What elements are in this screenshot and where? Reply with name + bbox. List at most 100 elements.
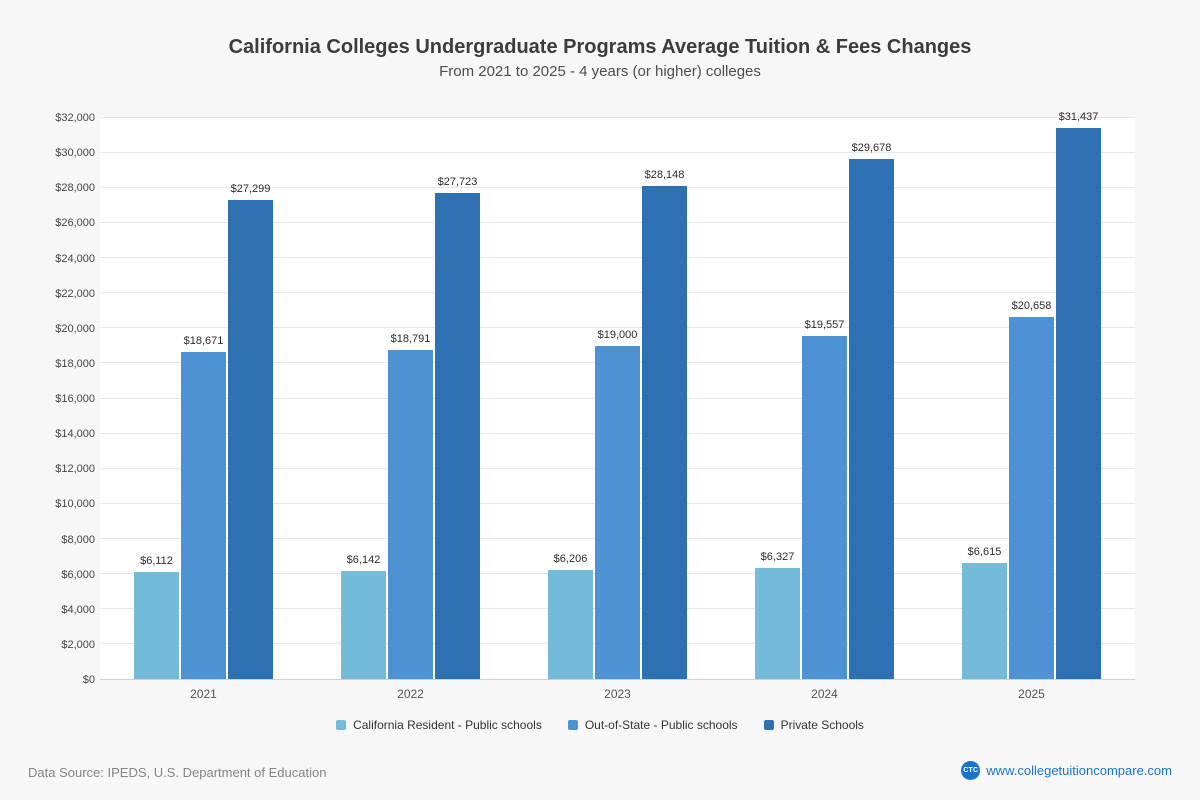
- bar-out-of-state-public-2022[interactable]: [388, 349, 433, 679]
- bar-slot: $28,148: [642, 118, 687, 679]
- bar-out-of-state-public-2021[interactable]: [181, 351, 226, 679]
- bar-value-label: $27,723: [437, 175, 478, 188]
- bar-value-label: $6,327: [760, 551, 795, 564]
- legend: California Resident - Public schools Out-…: [0, 718, 1200, 732]
- bar-slot: $29,678: [849, 118, 894, 679]
- bar-value-label: $18,791: [390, 332, 431, 345]
- bar-value-label: $6,615: [967, 546, 1002, 559]
- bar-value-label: $6,112: [140, 554, 173, 567]
- bar-private-schools-2025[interactable]: [1056, 127, 1101, 679]
- bar-ca-resident-public-2024[interactable]: [755, 568, 800, 679]
- bar-slot: $19,000: [595, 118, 640, 679]
- bar-slot: $18,791: [388, 118, 433, 679]
- y-tick-label: $22,000: [55, 287, 95, 300]
- bar-slot: $6,142: [341, 118, 386, 679]
- bar-value-label: $18,671: [183, 334, 224, 347]
- legend-swatch: [336, 720, 347, 730]
- website-link[interactable]: www.collegetuitioncompare.com: [986, 763, 1172, 778]
- bar-slot: $31,437: [1056, 111, 1101, 679]
- x-tick-label: 2021: [190, 687, 217, 701]
- bar-out-of-state-public-2024[interactable]: [802, 336, 847, 679]
- y-tick-label: $6,000: [61, 568, 95, 581]
- bar-value-label: $27,299: [230, 183, 271, 196]
- bar-slot: $6,327: [755, 118, 800, 679]
- legend-item-private-schools[interactable]: Private Schools: [763, 718, 864, 732]
- bar-value-label: $19,000: [597, 328, 638, 341]
- y-tick-label: $12,000: [55, 463, 95, 476]
- bar-ca-resident-public-2025[interactable]: [962, 563, 1007, 679]
- y-tick-label: $0: [82, 674, 95, 686]
- x-axis: 2021 2022 2023 2024 2025: [100, 687, 1135, 701]
- bar-value-label: $29,678: [851, 141, 892, 154]
- bar-ca-resident-public-2021[interactable]: [134, 571, 179, 679]
- bar-value-label: $28,148: [644, 168, 685, 181]
- y-tick-label: $32,000: [55, 112, 95, 124]
- y-tick-label: $8,000: [61, 533, 95, 546]
- gridline: [100, 117, 1135, 118]
- legend-label: Out-of-State - Public schools: [584, 718, 738, 732]
- bar-slot: $6,206: [548, 118, 593, 679]
- bar-group-2023: $6,206 $19,000 $28,148: [514, 118, 721, 679]
- legend-item-ca-resident-public[interactable]: California Resident - Public schools: [336, 718, 542, 732]
- bar-slot: $18,671: [181, 118, 226, 679]
- y-tick-label: $26,000: [55, 217, 95, 230]
- gridline: [100, 152, 1135, 154]
- bar-value-label: $19,557: [804, 319, 845, 332]
- bar-private-schools-2023[interactable]: [642, 185, 687, 679]
- legend-label: California Resident - Public schools: [353, 718, 542, 732]
- gridline: [100, 257, 1135, 259]
- bar-group-2024: $6,327 $19,557 $29,678: [721, 118, 928, 679]
- bar-value-label: $6,142: [346, 554, 381, 567]
- x-tick-label: 2024: [811, 687, 838, 701]
- ctc-logo-icon: CTC: [961, 761, 981, 780]
- x-tick-label: 2022: [397, 687, 424, 701]
- bar-value-label: $6,206: [553, 553, 588, 566]
- legend-item-out-of-state-public[interactable]: Out-of-State - Public schools: [567, 718, 738, 732]
- y-tick-label: $20,000: [55, 322, 95, 335]
- y-tick-label: $30,000: [55, 147, 95, 160]
- bar-ca-resident-public-2023[interactable]: [548, 570, 593, 679]
- legend-swatch: [763, 720, 774, 730]
- gridline: [100, 327, 1135, 329]
- bar-private-schools-2021[interactable]: [228, 200, 273, 679]
- y-tick-label: $18,000: [55, 357, 95, 370]
- bar-out-of-state-public-2023[interactable]: [595, 345, 640, 679]
- y-tick-label: $24,000: [55, 252, 95, 265]
- ctc-logo-text: CTC: [963, 767, 979, 774]
- y-tick-label: $14,000: [55, 428, 95, 441]
- bar-value-label: $31,437: [1058, 110, 1099, 123]
- y-tick-label: $10,000: [55, 498, 95, 511]
- y-tick-label: $4,000: [61, 603, 95, 616]
- bar-out-of-state-public-2025[interactable]: [1009, 316, 1054, 679]
- bar-slot: $27,299: [228, 118, 273, 679]
- x-tick-label: 2025: [1018, 687, 1045, 701]
- bar-slot: $6,615: [962, 118, 1007, 679]
- x-tick-label: 2023: [604, 687, 631, 701]
- gridline: [100, 187, 1135, 189]
- chart-subtitle: From 2021 to 2025 - 4 years (or higher) …: [439, 63, 761, 80]
- gridline: [100, 292, 1135, 294]
- bar-slot: $27,723: [435, 118, 480, 679]
- legend-swatch: [567, 720, 578, 730]
- bar-group-2025: $6,615 $20,658 $31,437: [928, 111, 1135, 679]
- y-tick-label: $16,000: [55, 393, 95, 405]
- bar-slot: $20,658: [1009, 118, 1054, 679]
- bar-ca-resident-public-2022[interactable]: [341, 571, 386, 679]
- chart-title: California Colleges Undergraduate Progra…: [228, 36, 972, 58]
- legend-label: Private Schools: [780, 718, 864, 732]
- bar-slot: $6,112: [134, 118, 179, 679]
- bar-value-label: $20,658: [1011, 299, 1052, 312]
- bar-groups: $6,112 $18,671 $27,299 $6,142 $18,791 $27,723…: [100, 111, 1135, 679]
- bar-private-schools-2024[interactable]: [849, 158, 894, 679]
- bar-slot: $19,557: [802, 118, 847, 679]
- bar-group-2022: $6,142 $18,791 $27,723: [307, 118, 514, 679]
- bar-private-schools-2022[interactable]: [435, 192, 480, 679]
- bar-group-2021: $6,112 $18,671 $27,299: [100, 118, 307, 679]
- website-credit[interactable]: CTC www.collegetuitioncompare.com: [961, 761, 1172, 780]
- y-tick-label: $28,000: [55, 182, 95, 195]
- y-axis: $0 $2,000 $4,000 $6,000 $8,000 $10,000 $12,000…: [0, 112, 95, 686]
- data-source-text: Data Source: IPEDS, U.S. Department of E…: [28, 765, 327, 780]
- gridline: [100, 222, 1135, 224]
- y-tick-label: $2,000: [61, 638, 95, 651]
